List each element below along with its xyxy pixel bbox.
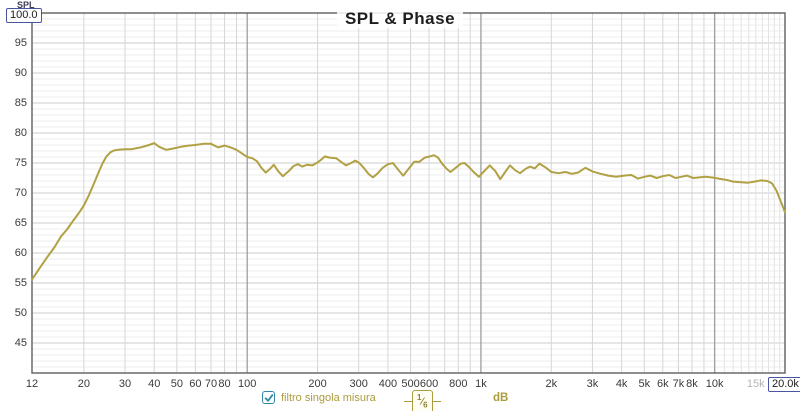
x-tick-label: 30 xyxy=(118,378,132,390)
x-tick-label: 100 xyxy=(238,378,257,390)
y-tick-label: 70 xyxy=(14,187,27,199)
x-tick-label: 300 xyxy=(349,378,368,390)
x-axis-max-value-box[interactable]: 20.0k xyxy=(768,377,800,392)
smoothing-numerator: 1 xyxy=(417,393,422,402)
y-tick-label: 65 xyxy=(14,217,27,229)
x-tick-label: 500 xyxy=(401,378,420,390)
y-tick-label: 95 xyxy=(14,37,27,49)
x-tick-label: 70 xyxy=(204,378,218,390)
y-tick-label: 80 xyxy=(14,127,27,139)
x-tick-label: 5k xyxy=(638,378,651,390)
x-tick-label: 7k xyxy=(672,378,685,390)
x-tick-label: 800 xyxy=(449,378,468,390)
checkmark-icon xyxy=(264,394,274,402)
x-tick-label: 80 xyxy=(218,378,231,390)
y-tick-label: 90 xyxy=(14,67,27,79)
x-tick-label: 3k xyxy=(586,378,599,390)
y-axis-name-label: SPL xyxy=(17,0,35,10)
single-measurement-filter-checkbox[interactable] xyxy=(262,391,275,404)
x-tick-label: 8k xyxy=(686,378,698,390)
dash-left-decoration xyxy=(404,401,412,403)
y-tick-label: 55 xyxy=(14,277,27,289)
x-tick-label: 200 xyxy=(308,378,327,390)
x-tick-label: 15k xyxy=(746,378,765,390)
y-tick-label: 50 xyxy=(14,307,27,319)
x-tick-label: 4k xyxy=(615,378,628,390)
x-tick-label: 2k xyxy=(545,378,558,390)
x-tick-label: 20 xyxy=(77,378,90,390)
spl-curve xyxy=(31,142,786,281)
y-tick-label: 85 xyxy=(14,97,27,109)
y-tick-label: 60 xyxy=(14,247,27,259)
x-tick-label: 10k xyxy=(705,378,724,390)
x-tick-label: 400 xyxy=(378,378,398,390)
x-tick-label: 600 xyxy=(419,378,439,390)
y-tick-label: 45 xyxy=(14,337,27,349)
db-unit-label: dB xyxy=(493,392,509,404)
x-tick-label: 6k xyxy=(656,378,669,390)
smoothing-slash: ⁄ xyxy=(421,396,424,408)
x-tick-label: 1k xyxy=(475,378,487,390)
x-tick-label: 60 xyxy=(189,378,202,390)
filter-checkbox-label[interactable]: filtro singola misura xyxy=(281,392,376,404)
smoothing-denominator: 6 xyxy=(423,400,428,410)
x-tick-label: 50 xyxy=(170,378,183,390)
y-axis-max-value-box[interactable]: 100.0 xyxy=(6,8,42,23)
x-tick-label: 40 xyxy=(148,378,161,390)
dash-right-decoration xyxy=(432,401,441,403)
smoothing-value-box[interactable]: 1⁄6 xyxy=(412,390,433,411)
smoothing-control[interactable]: 1⁄6 xyxy=(404,390,441,411)
x-tick-label: 12 xyxy=(25,378,39,390)
y-tick-label: 75 xyxy=(14,157,27,169)
